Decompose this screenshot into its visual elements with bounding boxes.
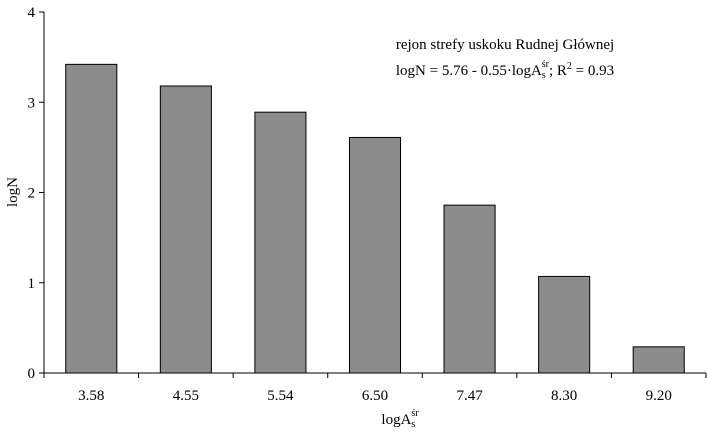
y-tick-label: 3: [28, 95, 36, 111]
equation-sup: śr: [542, 59, 550, 70]
r2-value: = 0.93: [572, 63, 614, 79]
x-axis-ticks: 3.58 4.55 5.54 6.50 7.47 8.30 9.20: [43, 373, 707, 404]
x-tick-label: 4.55: [173, 388, 199, 404]
r2-sup: 2: [567, 61, 572, 72]
bar: [443, 204, 496, 374]
annotation-equation: logN = 5.76 - 0.55·logAsśr; R2 = 0.93: [396, 59, 614, 81]
bar: [632, 346, 685, 374]
x-axis-title-sup: śr: [411, 408, 419, 419]
annotation-region: rejon strefy uskoku Rudnej Głównej: [396, 37, 614, 53]
bars: [65, 63, 685, 374]
x-tick-label: 7.47: [456, 388, 483, 404]
x-tick-label: 8.30: [551, 388, 577, 404]
y-tick-label: 2: [28, 186, 36, 202]
bar: [159, 85, 212, 374]
x-tick-label: 3.58: [78, 388, 104, 404]
x-axis-title-sub: s: [411, 419, 415, 430]
y-tick-label: 4: [28, 5, 36, 21]
y-tick-label: 0: [28, 366, 36, 382]
x-axis-title: logAsśr: [381, 408, 419, 430]
bar: [348, 136, 402, 374]
x-axis-title-base: logA: [381, 412, 411, 428]
x-tick-label: 5.54: [267, 388, 294, 404]
y-axis-ticks: 0 1 2 3 4: [28, 5, 44, 382]
bar: [538, 275, 591, 374]
x-tick-label: 6.50: [362, 388, 388, 404]
bar: [65, 63, 118, 374]
y-axis-title: logN: [5, 177, 21, 207]
equation-sub: s: [542, 70, 546, 81]
equation-main: logN = 5.76 - 0.55·logA: [396, 63, 542, 79]
y-tick-label: 1: [28, 276, 36, 292]
x-tick-label: 9.20: [646, 388, 672, 404]
equation-sep: ; R: [549, 63, 567, 79]
bar: [254, 111, 307, 374]
